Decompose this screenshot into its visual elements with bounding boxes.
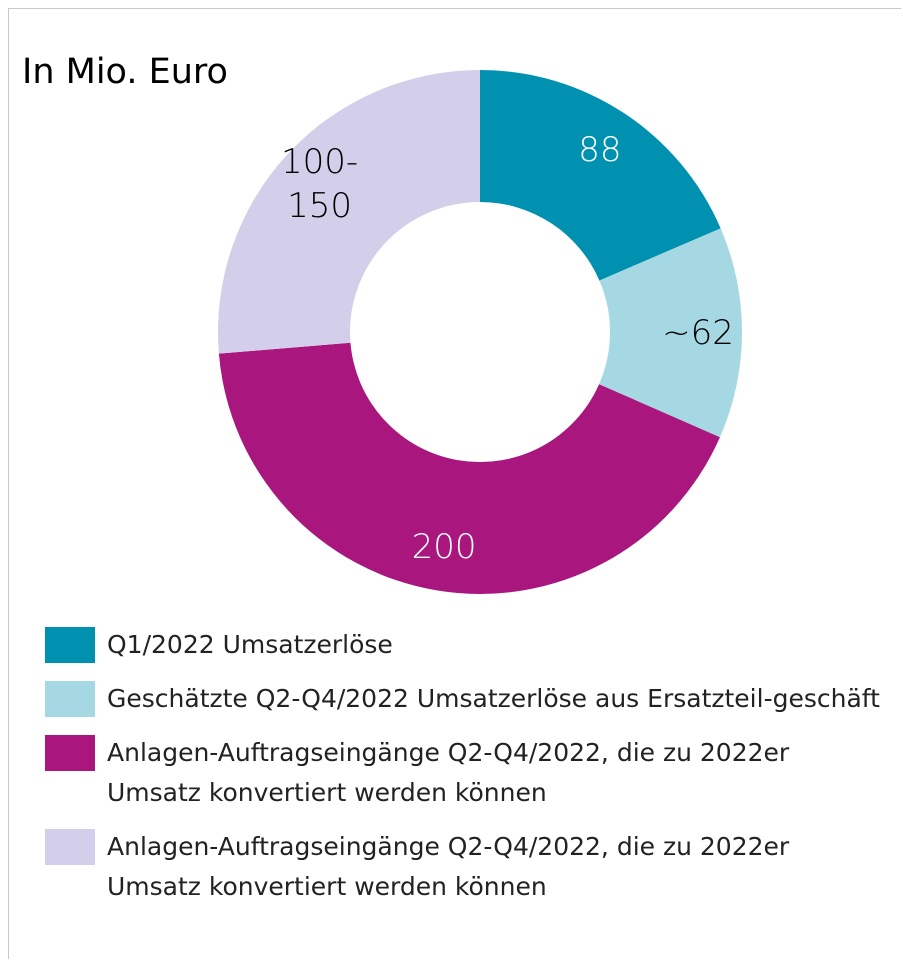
legend: Q1/2022 Umsatzerlöse Geschätzte Q2-Q4/202…: [45, 625, 885, 907]
legend-label: Q1/2022 Umsatzerlöse: [107, 630, 393, 659]
legend-swatch: [45, 627, 95, 663]
legend-swatch: [45, 681, 95, 717]
slice: [218, 342, 720, 594]
legend-swatch: [45, 735, 95, 771]
slice: [480, 70, 721, 281]
legend-label: Anlagen-Auftragseingänge Q2-Q4/2022, die…: [107, 832, 790, 901]
legend-swatch: [45, 829, 95, 865]
legend-label: Geschätzte Q2-Q4/2022 Umsatzerlöse aus E…: [107, 684, 880, 713]
chart: [8, 8, 901, 959]
data-label: 200: [411, 527, 477, 568]
data-label: 100-150: [281, 142, 359, 227]
data-label: ~62: [662, 312, 734, 353]
chart-title: In Mio. Euro: [22, 52, 228, 92]
legend-item: Anlagen-Auftragseingänge Q2-Q4/2022, die…: [45, 827, 885, 907]
legend-item: Geschätzte Q2-Q4/2022 Umsatzerlöse aus E…: [45, 679, 885, 719]
data-label: 88: [578, 129, 622, 170]
legend-label: Anlagen-Auftragseingänge Q2-Q4/2022, die…: [107, 738, 790, 807]
legend-item: Anlagen-Auftragseingänge Q2-Q4/2022, die…: [45, 733, 885, 813]
slice: [599, 228, 742, 438]
legend-item: Q1/2022 Umsatzerlöse: [45, 625, 885, 665]
slice: [217, 70, 480, 354]
